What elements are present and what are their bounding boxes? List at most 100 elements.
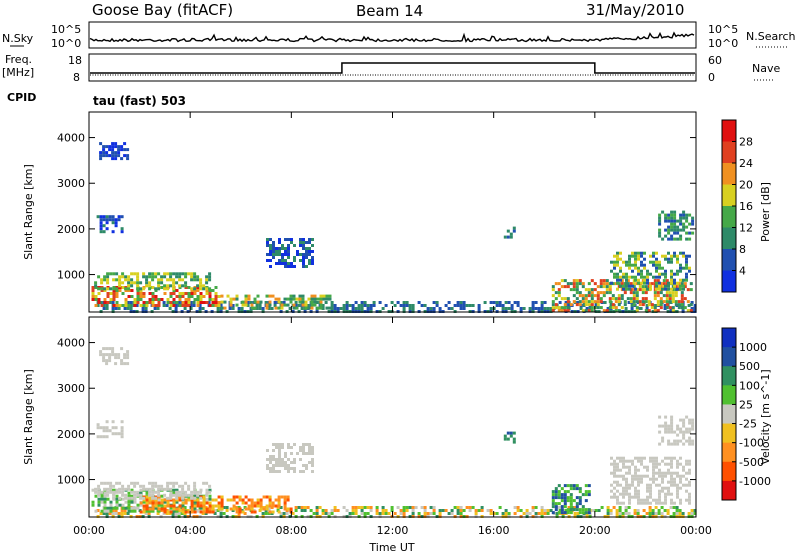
heatmap-cell <box>304 303 308 307</box>
heatmap-cell <box>503 437 507 441</box>
heatmap-cell <box>661 254 664 258</box>
heatmap-cell <box>682 216 686 220</box>
heatmap-cell <box>662 294 666 298</box>
heatmap-cell <box>657 509 661 512</box>
heatmap-cell <box>587 294 591 298</box>
heatmap-cell <box>115 272 119 276</box>
heatmap-cell <box>269 250 272 253</box>
heatmap-cell <box>655 483 658 487</box>
heatmap-cell <box>324 509 328 512</box>
heatmap-cell <box>646 468 649 472</box>
heatmap-cell <box>157 507 161 511</box>
heatmap-cell <box>560 493 564 497</box>
heatmap-cell <box>196 284 200 288</box>
heatmap-cell <box>157 272 161 276</box>
heatmap-cell <box>330 301 334 304</box>
heatmap-cell <box>691 427 695 431</box>
heatmap-cell <box>637 281 640 285</box>
heatmap-cell <box>656 294 660 298</box>
heatmap-cell <box>676 489 679 493</box>
heatmap-cell <box>142 275 146 279</box>
heatmap-cell <box>616 480 619 484</box>
heatmap-cell <box>525 512 529 515</box>
heatmap-cell <box>102 215 106 219</box>
heatmap-cell <box>222 512 226 515</box>
heatmap-cell <box>121 281 125 285</box>
heatmap-cell <box>184 510 188 514</box>
heatmap-cell <box>625 263 628 267</box>
heatmap-cell <box>102 224 106 228</box>
heatmap-cell <box>287 253 290 256</box>
heatmap-cell <box>608 300 612 304</box>
heatmap-cell <box>319 300 323 304</box>
heatmap-cell <box>169 487 173 491</box>
heatmap-cell <box>444 509 448 512</box>
heatmap-cell <box>266 458 269 461</box>
heatmap-cell <box>160 286 164 289</box>
freq-tick-high: 18 <box>68 54 82 67</box>
heatmap-cell <box>566 484 570 488</box>
heatmap-cell <box>650 282 654 286</box>
heatmap-cell <box>274 297 278 301</box>
heatmap-cell <box>618 512 622 515</box>
heatmap-cell <box>587 490 591 494</box>
heatmap-cell <box>569 484 573 488</box>
heatmap-cell <box>196 275 200 279</box>
heatmap-cell <box>208 287 212 291</box>
heatmap-cell <box>117 307 121 310</box>
heatmap-cell <box>287 443 290 446</box>
heatmap-cell <box>414 506 418 509</box>
heatmap-cell <box>519 307 523 310</box>
colorbar-tick-label: -25 <box>739 418 757 431</box>
heatmap-cell <box>691 424 695 428</box>
heatmap-cell <box>676 228 680 232</box>
nave-tick-high: 60 <box>708 54 722 67</box>
heatmap-cell <box>154 289 158 292</box>
heatmap-cell <box>480 506 484 509</box>
heatmap-cell <box>190 287 194 291</box>
colorbar-swatch <box>722 366 736 386</box>
heatmap-cell <box>133 509 137 513</box>
heatmap-cell <box>564 509 568 512</box>
heatmap-cell <box>659 297 663 301</box>
heatmap-cell <box>661 480 664 484</box>
cpid-value: tau (fast) 503 <box>93 94 186 108</box>
heatmap-cell <box>640 269 643 273</box>
heatmap-cell <box>115 490 119 494</box>
heatmap-cell <box>682 213 686 217</box>
heatmap-cell <box>569 282 573 286</box>
heatmap-cell <box>278 446 281 449</box>
heatmap-cell <box>572 499 576 503</box>
heatmap-cell <box>516 301 520 304</box>
heatmap-cell <box>537 307 541 310</box>
heatmap-cell <box>670 501 673 505</box>
heatmap-cell <box>659 306 663 310</box>
heatmap-cell <box>456 506 460 509</box>
heatmap-cell <box>145 491 149 495</box>
heatmap-cell <box>268 495 272 499</box>
heatmap-cell <box>636 509 640 512</box>
heatmap-cell <box>177 512 181 515</box>
heatmap-cell <box>634 266 637 270</box>
heatmap-cell <box>384 509 388 512</box>
heatmap-cell <box>619 278 622 282</box>
heatmap-cell <box>363 512 367 515</box>
heatmap-cell <box>208 510 212 514</box>
heatmap-cell <box>680 297 684 301</box>
heatmap-cell <box>671 306 675 310</box>
heatmap-cell <box>614 300 618 304</box>
heatmap-cell <box>512 229 516 233</box>
heatmap-cell <box>275 247 278 250</box>
heatmap-cell <box>534 512 538 515</box>
heatmap-cell <box>106 481 110 485</box>
heatmap-cell <box>578 300 582 304</box>
heatmap-cell <box>501 304 505 307</box>
heatmap-cell <box>513 512 517 515</box>
heatmap-cell <box>658 492 661 496</box>
heatmap-cell <box>99 218 103 222</box>
heatmap-cell <box>658 442 662 446</box>
heatmap-cell <box>333 506 337 509</box>
heatmap-cell <box>281 259 284 262</box>
heatmap-cell <box>240 307 244 310</box>
heatmap-cell <box>100 281 104 285</box>
